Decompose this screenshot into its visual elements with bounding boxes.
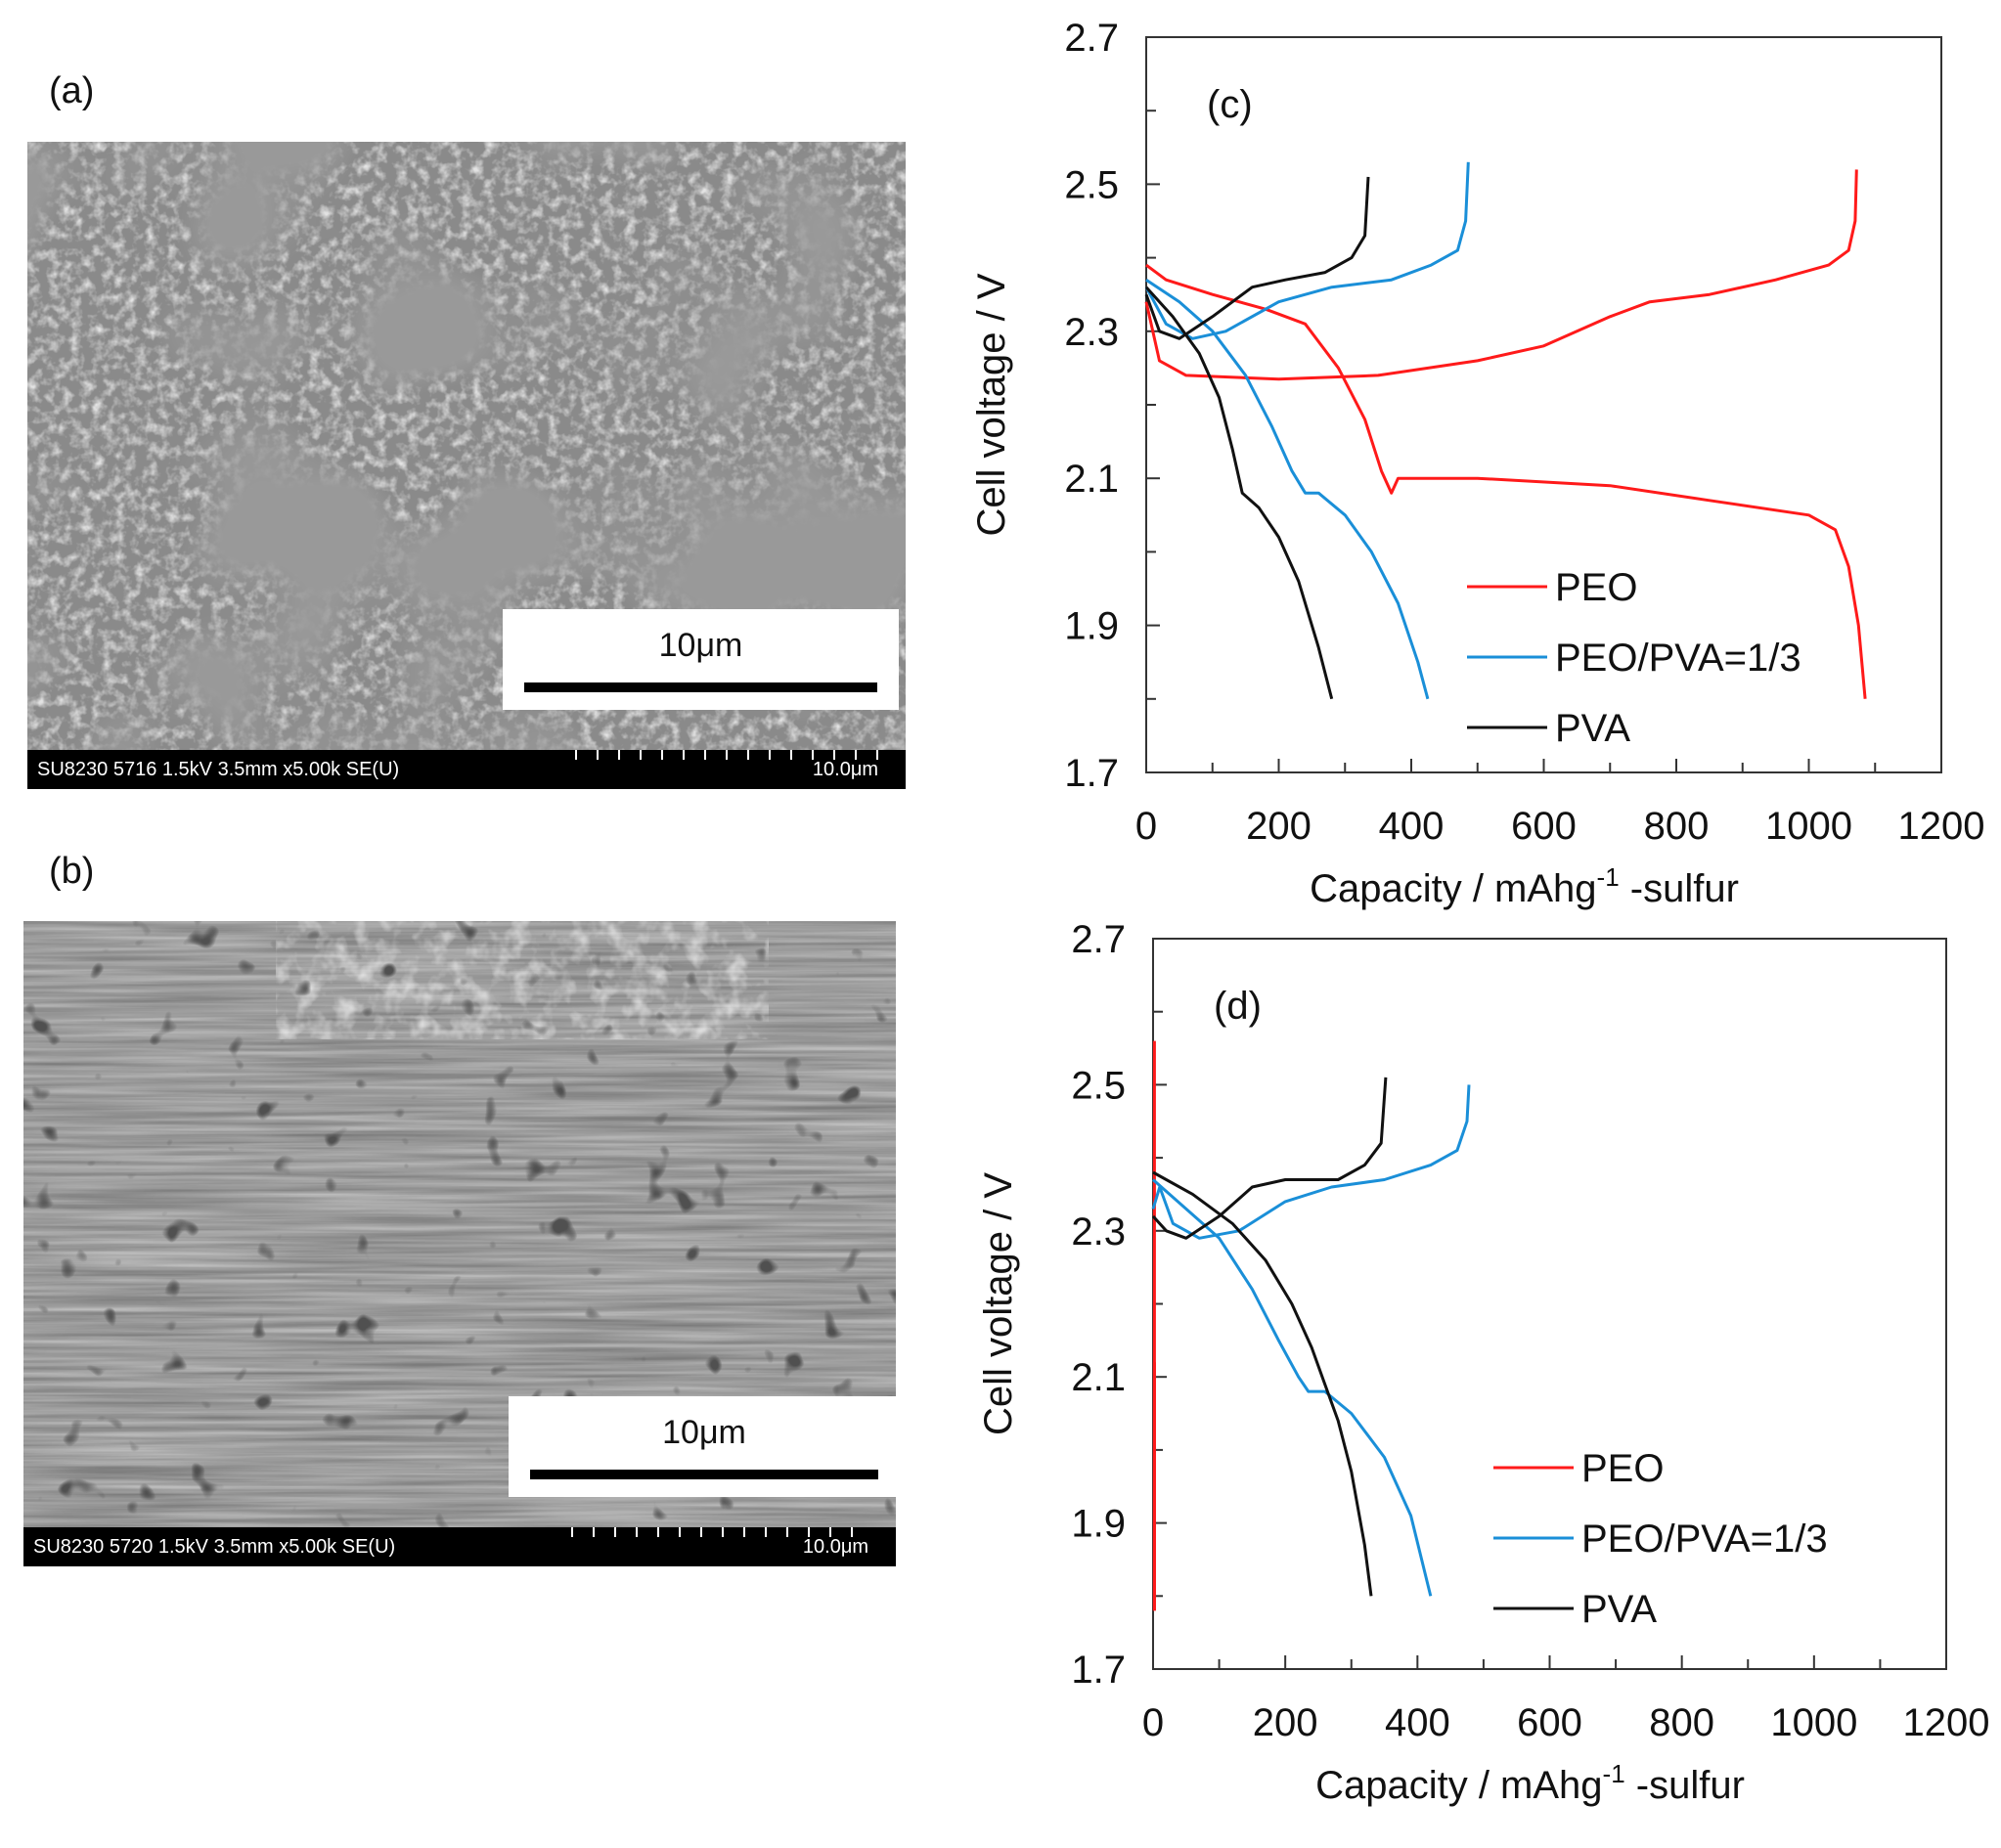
y-tick-label: 1.7 (1064, 752, 1119, 795)
x-tick-label: 1200 (1903, 1701, 1990, 1744)
y-tick-label: 2.3 (1071, 1210, 1126, 1254)
x-tick-label: 200 (1246, 805, 1312, 848)
series-peo-pva-1-3-charge (1144, 161, 1470, 340)
x-tick-label: 1200 (1898, 805, 1985, 848)
y-axis-label: Cell voltage / V (970, 273, 1013, 536)
plot-frame (1145, 36, 1942, 773)
panel-b-label: (b) (49, 851, 95, 892)
legend-label: PEO (1555, 566, 1637, 609)
info-ticks-b (571, 1527, 868, 1537)
x-tick-label: 800 (1644, 805, 1710, 848)
x-tick-label: 800 (1649, 1701, 1714, 1744)
legend-label: PEO/PVA=1/3 (1581, 1518, 1828, 1561)
scalebar-b (530, 1470, 878, 1479)
y-tick-label: 2.5 (1064, 163, 1119, 206)
legend-label: PEO/PVA=1/3 (1555, 637, 1801, 680)
x-axis-label: Capacity / mAhg-1 -sulfur (1310, 862, 1739, 910)
x-tick-label: 600 (1517, 1701, 1582, 1744)
series-pva-charge (1144, 176, 1370, 340)
legend-label: PVA (1555, 707, 1630, 750)
y-tick-label: 2.1 (1064, 458, 1119, 501)
x-tick-label: 0 (1142, 1701, 1164, 1744)
sem-info-bar-a: SU8230 5716 1.5kV 3.5mm x5.00k SE(U) 10.… (27, 750, 906, 789)
y-tick-label: 1.9 (1071, 1503, 1126, 1546)
scalebar-a (524, 682, 877, 692)
y-tick-label: 2.1 (1071, 1356, 1126, 1399)
scalebar-box-b: 10μm (509, 1396, 896, 1497)
y-tick-label: 1.7 (1071, 1649, 1126, 1692)
y-tick-label: 2.5 (1071, 1064, 1126, 1107)
scalebar-box-a: 10μm (503, 609, 899, 710)
x-tick-label: 1000 (1770, 1701, 1857, 1744)
legend-label: PVA (1581, 1588, 1657, 1631)
sem-image-a: 10μm SU8230 5716 1.5kV 3.5mm x5.00k SE(U… (27, 142, 906, 789)
sem-image-b: 10μm SU8230 5720 1.5kV 3.5mm x5.00k SE(U… (23, 921, 896, 1566)
series-pva-discharge (1152, 1170, 1373, 1597)
x-tick-label: 0 (1135, 805, 1157, 848)
sem-scale-a: 10.0μm (812, 759, 878, 780)
legend-label: PEO (1581, 1447, 1664, 1490)
series-peo-charge (1144, 169, 1858, 381)
info-ticks-a (575, 750, 878, 760)
panel-label: (d) (1214, 985, 1262, 1028)
y-tick-label: 2.3 (1064, 311, 1119, 354)
chart-c: 1.7 1.9 2.1 2.3 2.5 2.7 0 200 400 600 800 1000 1200 C… (970, 17, 1985, 910)
x-tick-label: 1000 (1765, 805, 1852, 848)
y-axis-label: Cell voltage / V (977, 1172, 1020, 1435)
sem-info-a: SU8230 5716 1.5kV 3.5mm x5.00k SE(U) (37, 759, 400, 780)
scalebar-label-b: 10μm (662, 1414, 746, 1451)
x-tick-label: 200 (1253, 1701, 1318, 1744)
x-tick-label: 600 (1511, 805, 1577, 848)
series-pva-charge (1151, 1077, 1388, 1240)
series-peo-pva-1-3-discharge (1145, 278, 1430, 700)
x-tick-label: 400 (1379, 805, 1445, 848)
x-axis-label: Capacity / mAhg-1 -sulfur (1315, 1759, 1745, 1807)
series-pva-discharge (1144, 286, 1334, 700)
panel-a-label: (a) (49, 70, 95, 111)
y-tick-label: 1.9 (1064, 605, 1119, 648)
sem-info-b: SU8230 5720 1.5kV 3.5mm x5.00k SE(U) (33, 1536, 396, 1558)
panel-label: (c) (1207, 83, 1253, 126)
y-tick-label: 2.7 (1071, 918, 1126, 961)
scalebar-label-a: 10μm (658, 627, 743, 664)
sem-texture-a (27, 142, 906, 789)
x-tick-label: 400 (1385, 1701, 1450, 1744)
series-peo-pva-1-3-discharge (1152, 1178, 1433, 1597)
y-tick-label: 2.7 (1064, 17, 1119, 60)
chart-d: 1.7 1.9 2.1 2.3 2.5 2.7 0 200 400 600 800 1000 1200 C… (977, 918, 1990, 1807)
sem-scale-b: 10.0μm (802, 1536, 868, 1558)
series-peo-pva-1-3-charge (1151, 1084, 1471, 1240)
sem-info-bar-b: SU8230 5720 1.5kV 3.5mm x5.00k SE(U) 10.… (23, 1527, 896, 1566)
series-peo-discharge (1145, 263, 1867, 699)
